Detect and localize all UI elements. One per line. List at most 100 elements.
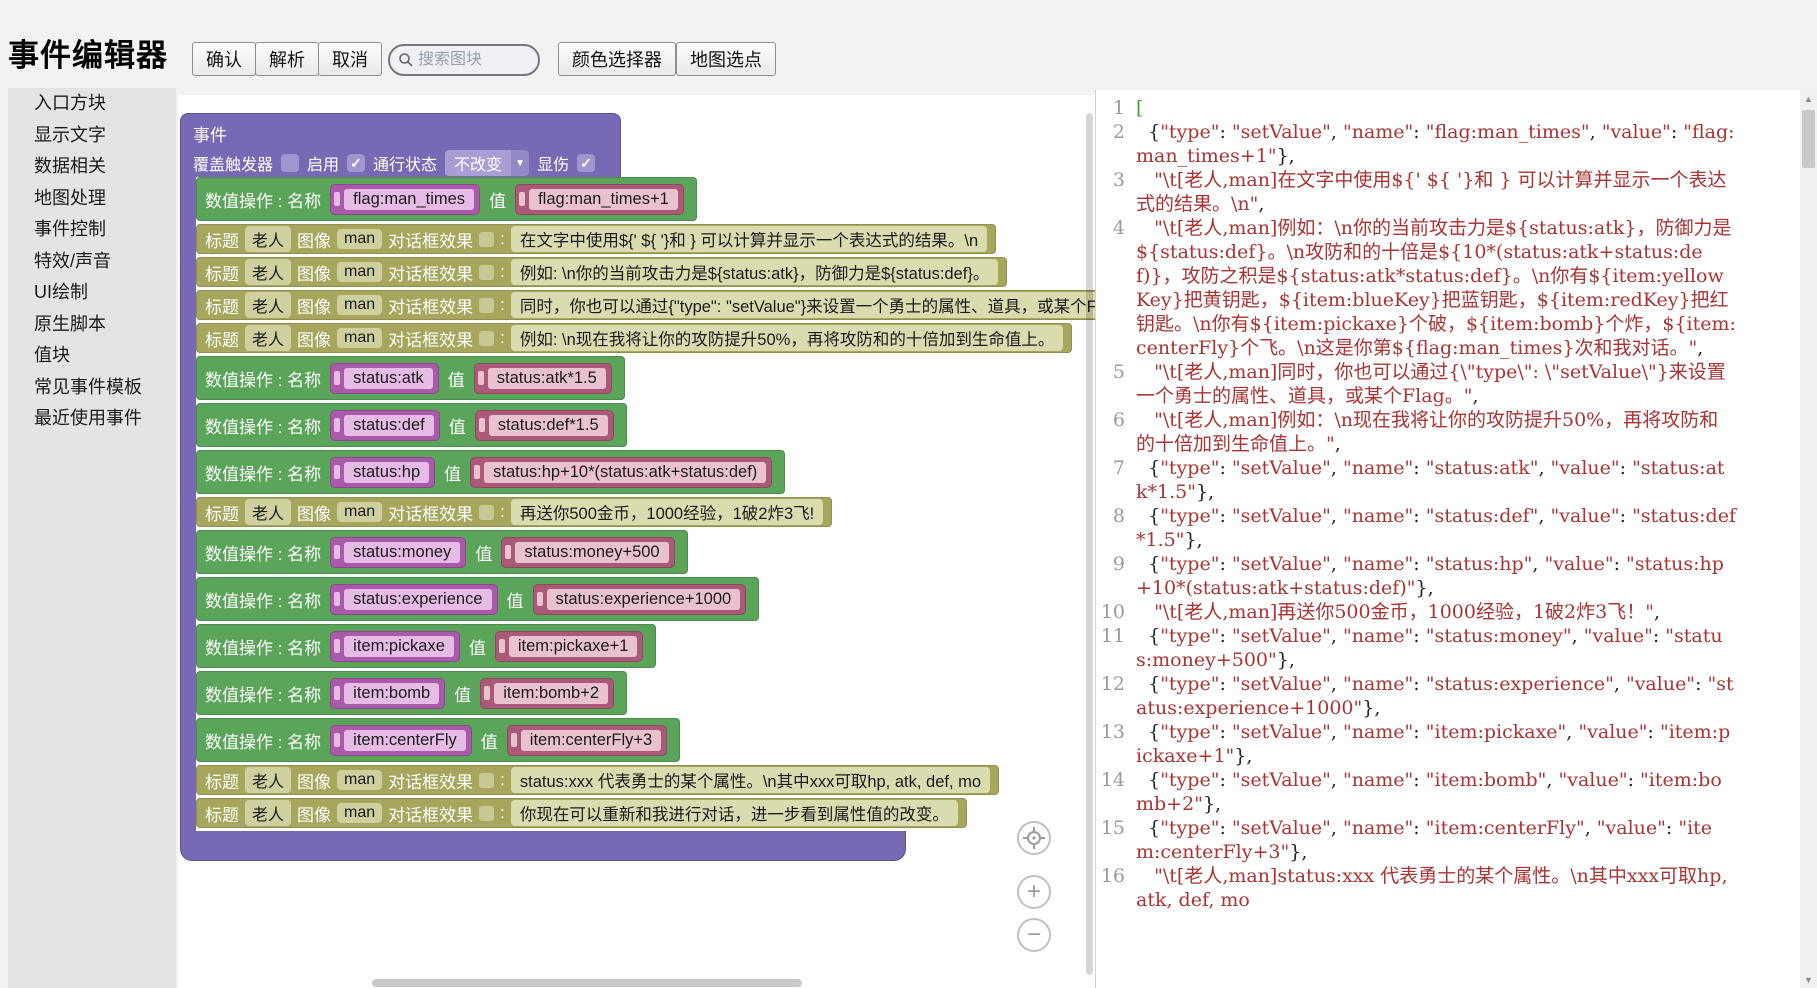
- cancel-button[interactable]: 取消: [318, 42, 382, 76]
- parse-button[interactable]: 解析: [255, 42, 319, 76]
- display-damage-checkbox[interactable]: ✓: [577, 154, 596, 172]
- set-value-block[interactable]: 数值操作 : 名称 status:hp 值 status:hp+10*(status:…: [196, 450, 786, 494]
- event-block[interactable]: 事件 覆盖触发器 启用 ✓ 通行状态 不改变 ▼ 显伤 ✓ 数值操作 : 名称 f…: [180, 113, 1095, 861]
- dialog-text-field[interactable]: 例如: \n现在我将让你的攻防提升50%，再将攻防和的十倍加到生命值上。: [510, 325, 1064, 351]
- name-value-chip[interactable]: status:atk: [330, 362, 439, 394]
- value-expression-chip[interactable]: status:hp+10*(status:atk+status:def): [470, 456, 773, 488]
- sidebar-item-常见事件模板[interactable]: 常见事件模板: [34, 376, 142, 397]
- speaker-field[interactable]: 老人: [245, 767, 292, 793]
- code-string: "setValue": [1231, 121, 1331, 143]
- sidebar-item-入口方块[interactable]: 入口方块: [34, 93, 106, 113]
- dialog-text-field[interactable]: status:xxx 代表勇士的某个属性。\n其中xxx可取hp, atk, d…: [510, 767, 991, 793]
- code-punctuation: :: [1219, 769, 1232, 791]
- set-value-block[interactable]: 数值操作 : 名称 flag:man_times 值 flag:man_times+1: [196, 177, 697, 221]
- confirm-button[interactable]: 确认: [192, 42, 256, 76]
- color-picker-button[interactable]: 颜色选择器: [558, 42, 676, 76]
- dialog-effect-checkbox[interactable]: [479, 772, 495, 788]
- name-value-chip[interactable]: status:def: [330, 409, 440, 441]
- value-expression-chip[interactable]: item:centerFly+3: [506, 724, 668, 756]
- value-expression-chip[interactable]: flag:man_times+1: [515, 183, 684, 215]
- dialog-text-block[interactable]: 标题 老人 图像 man 对话框效果: 再送你500金币，1000经验，1破2炸3飞!: [196, 497, 833, 527]
- set-value-block[interactable]: 数值操作 : 名称 status:experience 值 status:experi…: [196, 577, 760, 621]
- blockly-canvas[interactable]: 事件 覆盖触发器 启用 ✓ 通行状态 不改变 ▼ 显伤 ✓ 数值操作 : 名称 f…: [178, 95, 1095, 988]
- sidebar-item-特效/声音[interactable]: 特效/声音: [34, 250, 112, 271]
- dialog-text-field[interactable]: 例如: \n你的当前攻击力是${status:atk}，防御力是${status…: [510, 259, 999, 285]
- dialog-text-block[interactable]: 标题 老人 图像 man 对话框效果: 同时，你也可以通过{"type": "setVal…: [196, 290, 1095, 320]
- zoom-in-button[interactable]: +: [1017, 875, 1051, 909]
- name-value-chip[interactable]: status:hp: [330, 456, 436, 488]
- canvas-horizontal-scrollbar[interactable]: [372, 979, 802, 987]
- dialog-text-field[interactable]: 在文字中使用${' ${ '}和 } 可以计算并显示一个表达式的结果。\n: [510, 226, 988, 252]
- enable-checkbox[interactable]: ✓: [347, 154, 366, 172]
- dialog-text-block[interactable]: 标题 老人 图像 man 对话框效果: status:xxx 代表勇士的某个属性。\n其中…: [196, 765, 1000, 795]
- sidebar-item-显示文字[interactable]: 显示文字: [34, 124, 106, 145]
- set-value-block[interactable]: 数值操作 : 名称 status:def 值 status:def*1.5: [196, 403, 627, 447]
- search-box[interactable]: [388, 44, 540, 76]
- set-value-block[interactable]: 数值操作 : 名称 item:centerFly 值 item:centerFly+3: [196, 718, 681, 762]
- code-scrollbar[interactable]: ▲ ▼: [1800, 90, 1817, 988]
- scroll-down-icon[interactable]: ▼: [1804, 974, 1813, 985]
- scroll-up-icon[interactable]: ▲: [1804, 93, 1813, 104]
- zoom-reset-button[interactable]: [1017, 821, 1051, 855]
- dialog-effect-checkbox[interactable]: [479, 264, 495, 280]
- value-expression-text: flag:man_times+1: [529, 188, 678, 210]
- dialog-text-block[interactable]: 标题 老人 图像 man 对话框效果: 在文字中使用${' ${ '}和 } 可以计算并显…: [196, 224, 997, 254]
- speaker-field[interactable]: 老人: [245, 292, 292, 318]
- image-field[interactable]: man: [337, 295, 383, 315]
- name-value-chip[interactable]: item:pickaxe: [330, 630, 460, 662]
- canvas-vertical-scrollbar[interactable]: [1086, 113, 1093, 975]
- name-value-chip[interactable]: status:money: [330, 536, 467, 568]
- dialog-effect-checkbox[interactable]: [479, 330, 495, 346]
- value-expression-chip[interactable]: status:money+500: [501, 536, 675, 568]
- sidebar-item-原生脚本[interactable]: 原生脚本: [34, 313, 106, 334]
- name-value-chip[interactable]: item:centerFly: [330, 724, 472, 756]
- name-value-chip[interactable]: status:experience: [330, 583, 498, 615]
- sidebar-item-地图处理[interactable]: 地图处理: [34, 187, 106, 208]
- dialog-effect-checkbox[interactable]: [479, 805, 495, 821]
- value-expression-chip[interactable]: item:pickaxe+1: [494, 630, 644, 662]
- dialog-text-block[interactable]: 标题 老人 图像 man 对话框效果: 例如: \n现在我将让你的攻防提升50%，再将攻防…: [196, 323, 1073, 353]
- sidebar-item-最近使用事件[interactable]: 最近使用事件: [34, 408, 142, 428]
- image-field[interactable]: man: [337, 803, 383, 823]
- dialog-effect-checkbox[interactable]: [479, 297, 495, 313]
- sidebar-item-值块[interactable]: 值块: [34, 345, 70, 365]
- pass-state-dropdown[interactable]: 不改变 ▼: [445, 150, 530, 176]
- dialog-text-field[interactable]: 同时，你也可以通过{"type": "setValue"}来设置一个勇士的属性、…: [510, 292, 1095, 318]
- sidebar-item-事件控制[interactable]: 事件控制: [34, 219, 106, 239]
- value-expression-chip[interactable]: status:experience+1000: [532, 583, 747, 615]
- speaker-field[interactable]: 老人: [245, 259, 292, 285]
- name-value-chip[interactable]: item:bomb: [330, 677, 446, 709]
- search-input[interactable]: [418, 51, 528, 69]
- speaker-field[interactable]: 老人: [245, 499, 292, 525]
- dialog-text-block[interactable]: 标题 老人 图像 man 对话框效果: 例如: \n你的当前攻击力是${status:at…: [196, 257, 1008, 287]
- dialog-effect-checkbox[interactable]: [479, 504, 495, 520]
- zoom-out-button[interactable]: −: [1017, 918, 1051, 952]
- value-expression-chip[interactable]: status:atk*1.5: [473, 362, 612, 394]
- map-point-button[interactable]: 地图选点: [676, 42, 776, 76]
- image-field[interactable]: man: [337, 328, 383, 348]
- speaker-field[interactable]: 老人: [245, 325, 292, 351]
- speaker-field[interactable]: 老人: [245, 800, 292, 826]
- sidebar-item-数据相关[interactable]: 数据相关: [34, 156, 106, 176]
- dialog-text-block[interactable]: 标题 老人 图像 man 对话框效果: 你现在可以重新和我进行对话，进一步看到属性值的改变…: [196, 798, 967, 828]
- set-value-block[interactable]: 数值操作 : 名称 item:bomb 值 item:bomb+2: [196, 671, 628, 715]
- image-field[interactable]: man: [337, 770, 383, 790]
- set-value-block[interactable]: 数值操作 : 名称 status:money 值 status:money+500: [196, 530, 688, 574]
- overlay-trigger-checkbox[interactable]: [281, 154, 300, 172]
- dialog-text-field[interactable]: 再送你500金币，1000经验，1破2炸3飞!: [510, 499, 824, 525]
- image-field[interactable]: man: [337, 502, 383, 522]
- set-value-block[interactable]: 数值操作 : 名称 status:atk 值 status:atk*1.5: [196, 356, 625, 400]
- value-expression-chip[interactable]: item:bomb+2: [480, 677, 615, 709]
- image-field[interactable]: man: [337, 262, 383, 282]
- name-value-chip[interactable]: flag:man_times: [330, 183, 481, 215]
- scrollbar-thumb[interactable]: [1802, 110, 1815, 168]
- value-expression-chip[interactable]: status:def*1.5: [474, 409, 614, 441]
- dialog-text-field[interactable]: 你现在可以重新和我进行对话，进一步看到属性值的改变。: [510, 800, 958, 826]
- code-editor-panel[interactable]: 1[2 {"type": "setValue", "name": "flag:m…: [1095, 90, 1817, 988]
- image-field[interactable]: man: [337, 229, 383, 249]
- event-block-header[interactable]: 事件 覆盖触发器 启用 ✓ 通行状态 不改变 ▼ 显伤 ✓: [180, 113, 621, 177]
- set-value-block[interactable]: 数值操作 : 名称 item:pickaxe 值 item:pickaxe+1: [196, 624, 657, 668]
- sidebar-item-UI绘制[interactable]: UI绘制: [34, 282, 88, 302]
- dialog-effect-checkbox[interactable]: [479, 231, 495, 247]
- speaker-field[interactable]: 老人: [245, 226, 292, 252]
